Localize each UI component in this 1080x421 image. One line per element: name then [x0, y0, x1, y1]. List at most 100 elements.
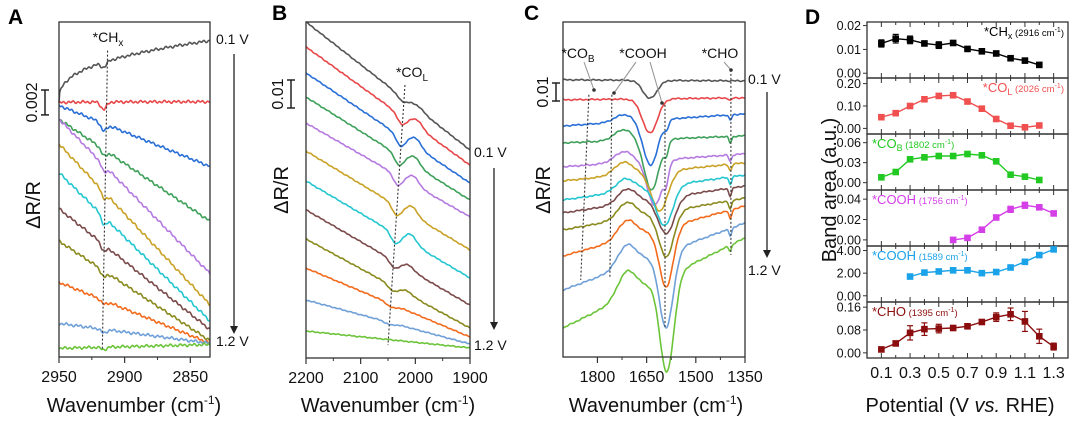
data-point — [1007, 264, 1014, 271]
data-point — [964, 267, 971, 274]
data-point — [1035, 61, 1043, 69]
spectrum-line-1_2V — [58, 342, 211, 352]
data-point — [921, 325, 928, 333]
band-annotation-text: *CO — [561, 45, 588, 61]
x-axis-label-superscript: -1 — [726, 393, 737, 407]
spectrum-line-1_1V — [58, 321, 211, 345]
y-tick-label: 0.00 — [837, 122, 861, 136]
y-tick-label: 0.02 — [837, 19, 861, 33]
band-annotation: *CHO — [702, 45, 739, 61]
series-label-end: ) — [1061, 28, 1064, 39]
band-annotation-text: *CH — [93, 29, 119, 45]
data-point — [992, 214, 1000, 221]
spectrum-line-0_4V — [58, 119, 211, 221]
y-axis-label: ΔR/R — [271, 166, 293, 214]
plot-frame — [58, 21, 211, 358]
data-point — [921, 154, 928, 161]
spectrum-line-0_2V — [305, 45, 471, 166]
data-point — [921, 269, 928, 276]
series-label-end: ) — [965, 252, 968, 263]
spectrum-line-0_3V — [58, 104, 211, 168]
series-label-end: ) — [951, 140, 954, 151]
series-label: *COL (2026 cm-1) — [983, 80, 1064, 97]
x-tick-label: 0.5 — [928, 365, 950, 382]
band-area-subplot: 0.00 2.00 4.00 *COOH (1589 cm-1) — [837, 244, 1069, 303]
spectrum-line-0_7V — [58, 172, 211, 322]
series-label-superscript: -1 — [958, 251, 964, 258]
data-point — [878, 113, 885, 121]
y-tick-label: 0.20 — [837, 77, 861, 91]
spectrum-line-0_9V — [58, 239, 211, 342]
series-label-name: *CH — [984, 24, 1008, 39]
series-label: *COOH (1756 cm-1) — [872, 192, 968, 207]
series-label-superscript: -1 — [1055, 83, 1061, 90]
x-tick-label: 1650 — [629, 369, 665, 386]
series-label-name: *CO — [983, 80, 1008, 95]
series-label-end: ) — [965, 196, 968, 207]
spectrum-line-0_2V — [562, 96, 745, 134]
band-annotation-text: *CO — [396, 64, 423, 80]
x-tick-label: 1350 — [727, 369, 763, 386]
y-tick-label: 0.08 — [837, 324, 861, 338]
spectrum-line-0_1V — [562, 78, 746, 100]
data-point — [949, 39, 957, 47]
data-point — [964, 150, 971, 158]
series-label: *COOH (1589 cm-1) — [872, 248, 968, 263]
spectrum-line-0_1V — [58, 39, 211, 103]
x-tick-label: 2850 — [173, 369, 209, 386]
x-axis-label-end: ) — [737, 395, 744, 417]
spectrum-line-0_4V — [562, 128, 745, 191]
y-tick-label: 0.03 — [837, 156, 861, 170]
x-tick-label: 2950 — [41, 369, 77, 386]
series-label-name: *COOH — [872, 248, 916, 263]
spectrum-line-1_0V — [58, 281, 211, 345]
spectrum-line-1_0V — [305, 267, 471, 338]
annotation-pointer — [583, 61, 595, 91]
spectrum-line-1_2V — [562, 237, 745, 374]
x-tick-label: 2900 — [107, 369, 143, 386]
scale-bar-label: 0.01 — [535, 76, 552, 107]
spectrum-line-0_4V — [305, 96, 471, 201]
data-point — [964, 234, 971, 242]
band-guide-line — [387, 84, 406, 346]
potential-label-start: 0.1 V — [216, 31, 249, 47]
data-point — [1021, 201, 1029, 209]
x-axis-label: Wavenumber (cm-1) — [301, 393, 475, 417]
x-tick-label: 1900 — [452, 370, 488, 387]
series-label-band: (2026 cm — [1012, 84, 1054, 95]
series-label: *CHO (1395 cm-1) — [872, 304, 958, 319]
spectrum-line-0_9V — [562, 196, 746, 258]
panel-letter: C — [524, 2, 539, 25]
y-axis-label: Band area (a.u.) — [819, 118, 841, 263]
spectrum-line-0_3V — [562, 112, 746, 167]
data-point — [935, 268, 943, 275]
spectrum-line-0_6V — [305, 150, 471, 252]
band-guide-line — [101, 50, 109, 350]
data-point — [1021, 258, 1029, 266]
data-point — [992, 50, 1000, 57]
x-tick-label: 0.3 — [899, 365, 921, 382]
scale-bar: 0.01 — [270, 78, 295, 110]
spectrum-line-1_2V — [305, 330, 471, 349]
series-line — [881, 37, 1040, 66]
data-point — [1050, 246, 1057, 253]
series-label-name: *COOH — [872, 192, 916, 207]
pointer-head-icon — [592, 88, 596, 92]
spectrum-line-0_7V — [562, 174, 746, 226]
data-point — [1021, 123, 1029, 131]
potential-label-end: 1.2 V — [748, 262, 781, 278]
data-point — [978, 226, 986, 234]
plot-frame — [562, 21, 746, 358]
x-tick-label: 2200 — [288, 370, 324, 387]
series-label-band: (2916 cm — [1012, 28, 1054, 39]
spectrum-line-0_8V — [562, 184, 746, 235]
spectrum-line-0_3V — [305, 72, 471, 184]
band-guide-line — [609, 94, 613, 278]
data-point — [978, 48, 986, 55]
data-point — [906, 36, 914, 44]
data-point — [1035, 204, 1043, 211]
data-point — [978, 152, 986, 159]
y-tick-label: 0.00 — [837, 346, 861, 360]
data-point — [906, 102, 914, 110]
